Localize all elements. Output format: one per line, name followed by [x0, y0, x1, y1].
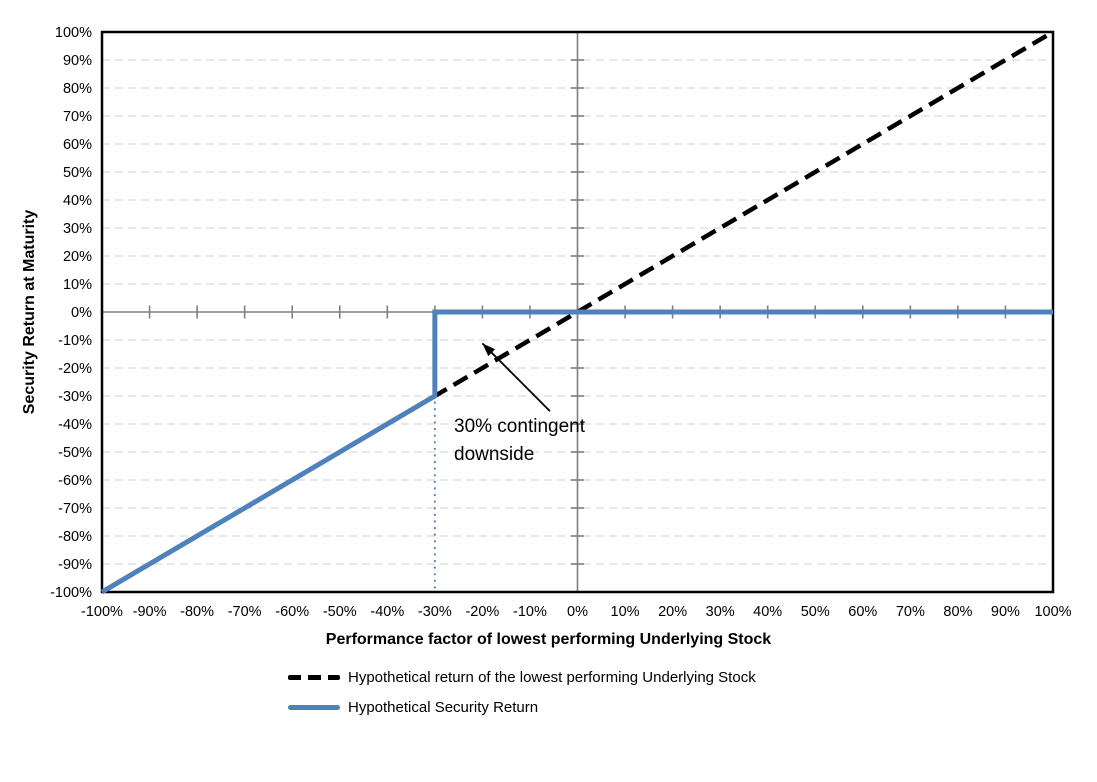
- y-tick-label: 100%: [55, 25, 92, 41]
- x-tick-label: -60%: [275, 604, 309, 620]
- x-tick-label: -10%: [513, 604, 547, 620]
- x-tick-label: 20%: [658, 604, 687, 620]
- legend-label-security-return: Hypothetical Security Return: [348, 699, 539, 716]
- x-tick-label: 10%: [611, 604, 640, 620]
- x-tick-label: 60%: [848, 604, 877, 620]
- y-tick-label: -30%: [58, 389, 92, 405]
- x-tick-label: 0%: [567, 604, 588, 620]
- y-tick-label: -70%: [58, 501, 92, 517]
- y-tick-label: -40%: [58, 417, 92, 433]
- y-tick-label: 80%: [63, 81, 92, 97]
- y-tick-label: -90%: [58, 557, 92, 573]
- legend: Hypothetical return of the lowest perfor…: [288, 667, 756, 718]
- x-tick-label: 30%: [706, 604, 735, 620]
- x-tick-label: -50%: [323, 604, 357, 620]
- series-line-1: [100, 309, 1053, 595]
- x-tick-label: 90%: [991, 604, 1020, 620]
- solid-line-marker-icon: [288, 705, 340, 710]
- y-tick-label: 90%: [63, 53, 92, 69]
- y-tick-label: 20%: [63, 249, 92, 265]
- y-tick-label: 70%: [63, 109, 92, 125]
- legend-label-underlying-return: Hypothetical return of the lowest perfor…: [348, 669, 756, 686]
- x-tick-label: -90%: [133, 604, 167, 620]
- legend-item-underlying-return: Hypothetical return of the lowest perfor…: [288, 667, 756, 688]
- y-tick-label: 0%: [71, 305, 92, 321]
- y-tick-label: -80%: [58, 529, 92, 545]
- x-tick-label: -100%: [81, 604, 123, 620]
- annotation-label: 30% contingent downside: [454, 416, 585, 465]
- x-tick-label: 80%: [943, 604, 972, 620]
- x-tick-label: -30%: [418, 604, 452, 620]
- x-tick-label: -70%: [228, 604, 262, 620]
- x-tick-label: 40%: [753, 604, 782, 620]
- dashed-line-marker-icon: [288, 675, 340, 680]
- x-tick-label: -40%: [370, 604, 404, 620]
- y-tick-label: -100%: [50, 585, 92, 601]
- x-tick-label: -80%: [180, 604, 214, 620]
- legend-item-security-return: Hypothetical Security Return: [288, 697, 756, 718]
- y-tick-label: 30%: [63, 221, 92, 237]
- x-tick-label: 70%: [896, 604, 925, 620]
- y-tick-label: 10%: [63, 277, 92, 293]
- y-axis-title: Security Return at Maturity: [21, 209, 38, 415]
- y-tick-label: -20%: [58, 361, 92, 377]
- x-axis-title: Performance factor of lowest performing …: [325, 631, 772, 648]
- y-tick-label: -50%: [58, 445, 92, 461]
- y-tick-label: 40%: [63, 193, 92, 209]
- annotation-arrowhead-icon: [482, 343, 496, 357]
- x-tick-label: 50%: [801, 604, 830, 620]
- y-tick-label: -10%: [58, 333, 92, 349]
- annotation-arrow-line: [481, 342, 551, 412]
- y-tick-label: 60%: [63, 137, 92, 153]
- x-tick-label: 100%: [1034, 604, 1071, 620]
- x-tick-label: -20%: [465, 604, 499, 620]
- y-tick-label: -60%: [58, 473, 92, 489]
- y-tick-label: 50%: [63, 165, 92, 181]
